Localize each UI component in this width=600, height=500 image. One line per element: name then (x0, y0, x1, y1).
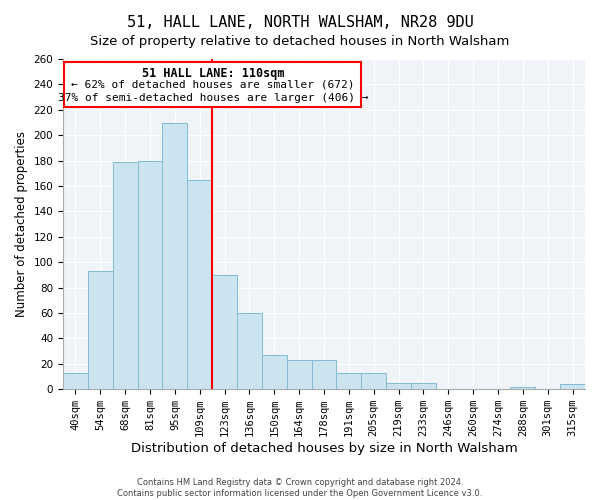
Bar (311, 360, 337, 389)
Text: 37% of semi-detached houses are larger (406) →: 37% of semi-detached houses are larger (… (58, 92, 368, 102)
Bar (137, 160, 163, 389)
Bar (386, 383, 411, 389)
Bar (337, 372, 361, 389)
Bar (262, 355, 287, 389)
Bar (411, 383, 436, 389)
Bar (212, 275, 237, 389)
Bar (88, 271, 113, 389)
Bar (187, 180, 212, 389)
Bar (511, 386, 535, 389)
Bar (113, 162, 137, 389)
Text: Size of property relative to detached houses in North Walsham: Size of property relative to detached ho… (91, 35, 509, 48)
Text: ← 62% of detached houses are smaller (672): ← 62% of detached houses are smaller (67… (71, 80, 355, 90)
Bar (560, 384, 585, 389)
FancyBboxPatch shape (64, 62, 361, 108)
X-axis label: Distribution of detached houses by size in North Walsham: Distribution of detached houses by size … (131, 442, 517, 455)
Text: 51 HALL LANE: 110sqm: 51 HALL LANE: 110sqm (142, 66, 284, 80)
Text: 51, HALL LANE, NORTH WALSHAM, NR28 9DU: 51, HALL LANE, NORTH WALSHAM, NR28 9DU (127, 15, 473, 30)
Text: Contains HM Land Registry data © Crown copyright and database right 2024.
Contai: Contains HM Land Registry data © Crown c… (118, 478, 482, 498)
Bar (287, 360, 311, 389)
Bar (63, 372, 88, 389)
Y-axis label: Number of detached properties: Number of detached properties (15, 131, 28, 317)
Bar (163, 122, 187, 389)
Bar (361, 372, 386, 389)
Bar (237, 313, 262, 389)
